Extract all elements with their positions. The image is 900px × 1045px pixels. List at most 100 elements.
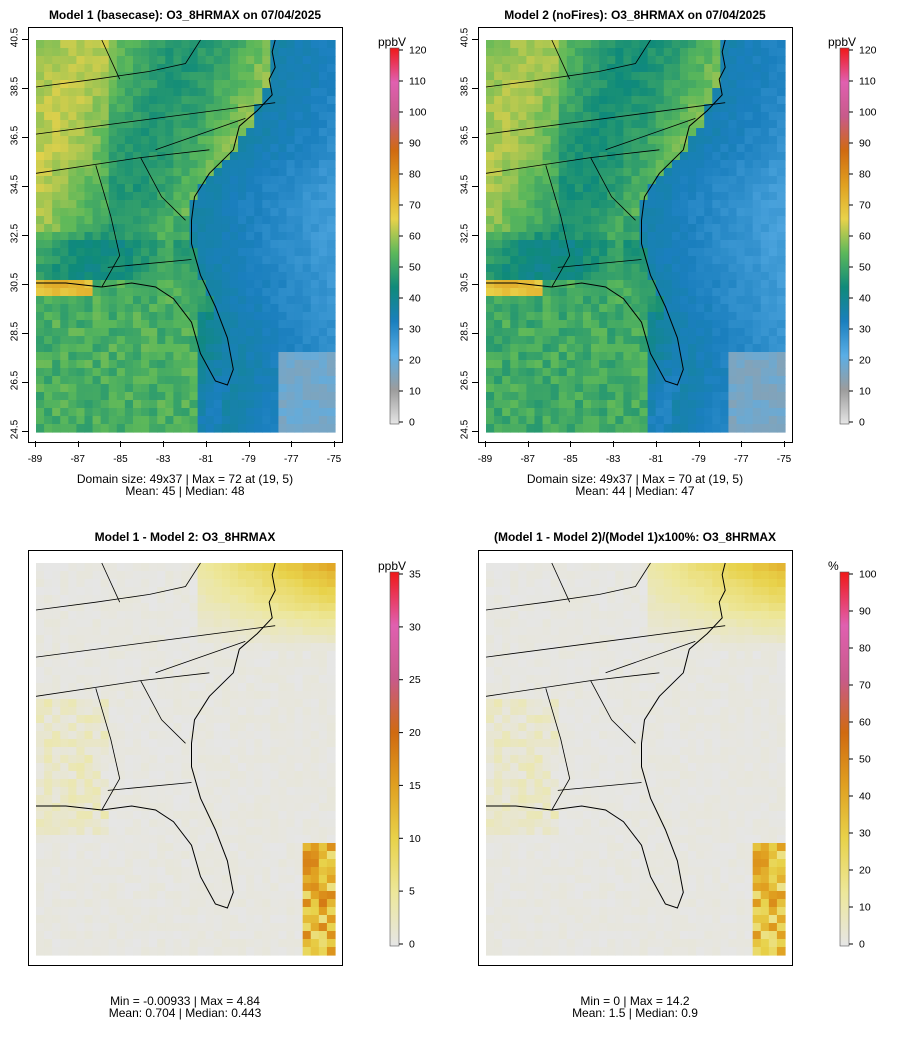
grid-cell bbox=[502, 224, 511, 233]
grid-cell bbox=[639, 208, 649, 217]
grid-cell bbox=[262, 376, 271, 385]
grid-cell bbox=[591, 224, 600, 233]
grid-cell bbox=[310, 168, 320, 177]
grid-cell bbox=[173, 48, 183, 57]
grid-cell bbox=[205, 627, 215, 636]
grid-cell bbox=[599, 200, 608, 209]
grid-cell bbox=[238, 296, 247, 305]
grid-cell bbox=[229, 72, 239, 81]
grid-cell bbox=[310, 635, 320, 644]
grid-cell bbox=[542, 384, 552, 393]
grid-cell bbox=[254, 176, 263, 185]
grid-cell bbox=[116, 603, 126, 612]
grid-cell bbox=[574, 176, 584, 185]
grid-cell bbox=[310, 400, 320, 409]
grid-cell bbox=[760, 232, 770, 241]
grid-cell bbox=[302, 368, 312, 377]
grid-cell bbox=[141, 136, 150, 145]
colorbar-tick-label: 20 bbox=[409, 355, 421, 367]
grid-cell bbox=[229, 675, 239, 684]
grid-cell bbox=[607, 280, 616, 289]
grid-cell bbox=[639, 128, 649, 137]
grid-cell bbox=[132, 400, 142, 409]
grid-cell bbox=[326, 595, 336, 604]
grid-cell bbox=[696, 416, 705, 425]
grid-cell bbox=[736, 240, 746, 249]
grid-cell bbox=[302, 184, 312, 193]
grid-cell bbox=[776, 344, 786, 353]
grid-cell bbox=[326, 56, 336, 65]
grid-cell bbox=[181, 120, 191, 129]
grid-cell bbox=[132, 731, 142, 740]
grid-cell bbox=[84, 611, 94, 620]
y-tick-mark bbox=[22, 333, 28, 334]
grid-cell bbox=[542, 320, 552, 329]
grid-cell bbox=[108, 208, 118, 217]
grid-cell bbox=[173, 344, 183, 353]
grid-cell bbox=[760, 296, 770, 305]
grid-cell bbox=[486, 224, 495, 233]
grid-cell bbox=[712, 216, 721, 225]
grid-cell bbox=[712, 288, 721, 297]
grid-cell bbox=[494, 144, 503, 153]
grid-cell bbox=[736, 200, 746, 209]
grid-cell bbox=[679, 320, 689, 329]
grid-cell bbox=[294, 240, 304, 249]
grid-cell bbox=[550, 128, 560, 137]
grid-cell bbox=[165, 352, 174, 361]
grid-cell bbox=[229, 152, 239, 161]
grid-cell bbox=[534, 328, 544, 337]
grid-cell bbox=[647, 48, 657, 57]
grid-cell bbox=[310, 803, 320, 812]
grid-cell bbox=[173, 643, 183, 652]
grid-cell bbox=[518, 328, 527, 337]
grid-cell bbox=[36, 296, 45, 305]
grid-cell bbox=[205, 643, 215, 652]
grid-cell bbox=[736, 120, 746, 129]
grid-cell bbox=[776, 80, 786, 89]
grid-cell bbox=[173, 248, 183, 257]
grid-cell bbox=[510, 272, 519, 281]
grid-cell bbox=[591, 344, 600, 353]
grid-cell bbox=[639, 80, 649, 89]
grid-cell bbox=[294, 811, 304, 820]
grid-cell bbox=[615, 352, 624, 361]
grid-cell bbox=[704, 304, 713, 313]
grid-cell bbox=[615, 176, 624, 185]
grid-cell bbox=[116, 160, 126, 169]
grid-cell bbox=[116, 288, 126, 297]
grid-cell bbox=[141, 112, 150, 121]
grid-cell bbox=[76, 320, 86, 329]
grid-cell bbox=[116, 224, 126, 233]
grid-cell bbox=[502, 368, 511, 377]
grid-cell bbox=[254, 803, 263, 812]
grid-cell bbox=[318, 803, 328, 812]
grid-cell bbox=[84, 320, 94, 329]
grid-cell bbox=[558, 56, 568, 65]
grid-cell bbox=[84, 667, 94, 676]
grid-cell bbox=[728, 360, 738, 369]
grid-cell bbox=[60, 240, 69, 249]
state-boundary bbox=[551, 39, 571, 80]
grid-cell bbox=[720, 200, 730, 209]
grid-cell bbox=[173, 619, 183, 628]
grid-cell bbox=[326, 699, 336, 708]
grid-cell bbox=[205, 603, 215, 612]
grid-cell bbox=[52, 408, 61, 417]
grid-cell bbox=[108, 400, 118, 409]
grid-cell bbox=[728, 352, 738, 361]
grid-cell bbox=[149, 232, 158, 241]
grid-cell bbox=[671, 304, 681, 313]
grid-cell bbox=[623, 248, 633, 257]
grid-cell bbox=[736, 344, 746, 353]
grid-cell bbox=[631, 360, 641, 369]
grid-cell bbox=[582, 376, 592, 385]
grid-cell bbox=[52, 240, 61, 249]
grid-cell bbox=[631, 416, 641, 425]
grid-cell bbox=[607, 216, 616, 225]
grid-cell bbox=[615, 40, 624, 49]
grid-cell bbox=[124, 603, 134, 612]
grid-cell bbox=[518, 56, 527, 65]
grid-cell bbox=[302, 344, 312, 353]
grid-cell bbox=[141, 296, 150, 305]
